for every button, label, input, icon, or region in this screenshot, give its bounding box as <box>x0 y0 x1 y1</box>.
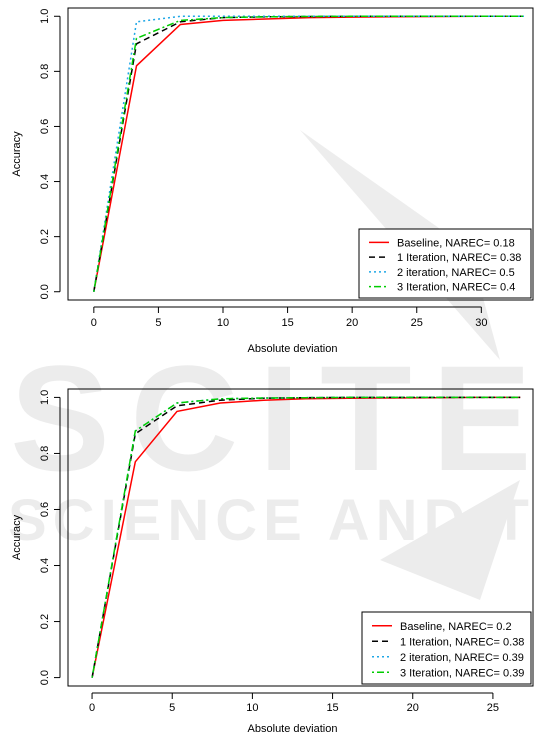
legend-box <box>358 228 532 299</box>
x-tick-label: 0 <box>89 702 95 714</box>
y-tick-label: 0.0 <box>39 670 51 685</box>
legend-entry: 2 iteration, NAREC= 0.5 <box>397 267 515 279</box>
y-tick-label: 0.4 <box>39 558 51 573</box>
x-tick-label: 25 <box>487 702 499 714</box>
legend-entry: Baseline, NAREC= 0.18 <box>397 237 515 249</box>
legend-entry: 3 Iteration, NAREC= 0.39 <box>400 667 524 679</box>
x-tick-label: 10 <box>217 317 229 329</box>
y-tick-label: 0.2 <box>39 229 51 244</box>
x-axis-title: Absolute deviation <box>248 723 338 735</box>
legend-entry: 3 Iteration, NAREC= 0.4 <box>397 282 515 294</box>
x-tick-label: 5 <box>155 317 161 329</box>
legend-entry: Baseline, NAREC= 0.2 <box>400 621 512 633</box>
x-tick-label: 5 <box>169 702 175 714</box>
x-tick-label: 30 <box>475 317 487 329</box>
plot-frame <box>67 7 534 301</box>
plot-frame <box>67 388 534 687</box>
y-axis-title: Accuracy <box>11 514 23 560</box>
x-tick-label: 20 <box>346 317 358 329</box>
x-tick-label: 15 <box>326 702 338 714</box>
y-tick-label: 1.0 <box>39 9 51 24</box>
watermark-logo: SCITE SCIENCE AND TECH <box>8 130 537 600</box>
y-tick-label: 0.8 <box>39 446 51 461</box>
chart-top: 0 5 10 15 20 25 30 0.0 0.2 0.4 0.6 0.8 1.0 Absolute d… <box>11 7 534 355</box>
y-tick-label: 0.6 <box>39 502 51 517</box>
x-tick-label: 15 <box>281 317 293 329</box>
y-tick-label: 0.6 <box>39 119 51 134</box>
legend-entry: 2 iteration, NAREC= 0.39 <box>400 652 524 664</box>
x-tick-label: 10 <box>246 702 258 714</box>
chart-bottom: 0 5 10 15 20 25 0.0 0.2 0.4 0.6 0.8 1.0 Absolute dev… <box>11 388 534 735</box>
x-tick-label: 20 <box>407 702 419 714</box>
legend-entry: 1 Iteration, NAREC= 0.38 <box>400 636 524 648</box>
x-tick-label: 25 <box>411 317 423 329</box>
y-tick-label: 0.2 <box>39 614 51 629</box>
series-line-4 <box>91 396 521 678</box>
y-axis-title: Accuracy <box>11 131 23 177</box>
series-line-2 <box>91 396 521 678</box>
legend-entry: 1 Iteration, NAREC= 0.38 <box>397 252 521 264</box>
x-tick-label: 0 <box>91 317 97 329</box>
y-tick-label: 0.8 <box>39 64 51 79</box>
x-axis-title: Absolute deviation <box>248 343 338 355</box>
y-tick-label: 0.4 <box>39 174 51 189</box>
watermark-tagline: SCIENCE AND TECH <box>8 488 537 553</box>
y-tick-label: 0.0 <box>39 284 51 299</box>
y-tick-label: 1.0 <box>39 390 51 405</box>
legend-box <box>361 611 532 685</box>
series-line-4 <box>93 15 524 292</box>
watermark-logo-text: SCITE <box>10 334 537 502</box>
